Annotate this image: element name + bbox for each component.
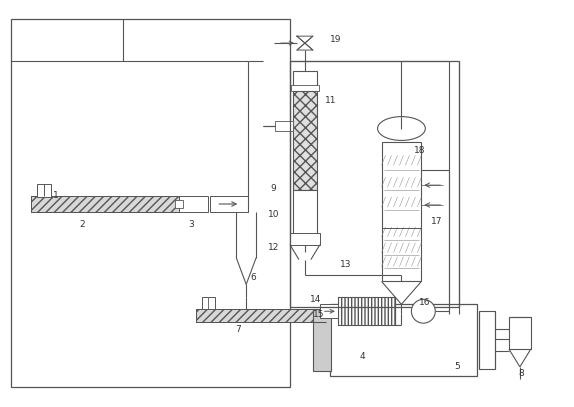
Bar — [196, 309, 326, 322]
Bar — [275, 120, 293, 131]
Text: 1: 1 — [53, 190, 59, 199]
Text: 3: 3 — [188, 220, 194, 230]
Bar — [37, 184, 51, 197]
Bar — [293, 91, 317, 190]
Text: 4: 4 — [360, 352, 365, 361]
Text: 9: 9 — [270, 184, 276, 193]
Bar — [313, 309, 331, 371]
Bar — [338, 298, 395, 325]
Text: 11: 11 — [325, 96, 336, 105]
Text: 10: 10 — [268, 210, 280, 219]
Bar — [11, 19, 290, 387]
Bar — [479, 311, 495, 369]
Text: 15: 15 — [313, 310, 324, 319]
Text: 12: 12 — [268, 243, 280, 252]
Bar — [211, 196, 248, 212]
Bar — [196, 309, 326, 322]
Text: 2: 2 — [79, 220, 84, 230]
Bar — [179, 196, 208, 212]
Bar — [290, 61, 459, 307]
Bar — [293, 190, 317, 235]
Text: 14: 14 — [310, 295, 321, 304]
Bar — [31, 196, 179, 212]
Text: 16: 16 — [420, 298, 431, 307]
Bar — [203, 298, 215, 309]
Bar — [290, 233, 320, 245]
Bar — [293, 71, 317, 89]
Text: 19: 19 — [330, 35, 342, 44]
Bar — [31, 196, 179, 212]
Text: 8: 8 — [519, 369, 525, 379]
Text: 18: 18 — [414, 146, 426, 155]
Bar — [330, 304, 477, 376]
Text: 7: 7 — [235, 325, 241, 334]
Bar — [338, 298, 395, 325]
Ellipse shape — [378, 116, 425, 140]
Bar — [174, 200, 183, 208]
Text: 5: 5 — [454, 362, 460, 371]
Bar — [382, 142, 421, 282]
Bar — [293, 91, 317, 190]
Text: 13: 13 — [340, 260, 351, 269]
Text: 17: 17 — [431, 217, 443, 226]
Text: 6: 6 — [250, 273, 256, 282]
Bar — [509, 317, 531, 349]
Bar — [291, 85, 319, 91]
Circle shape — [412, 299, 435, 323]
Bar — [320, 304, 338, 318]
